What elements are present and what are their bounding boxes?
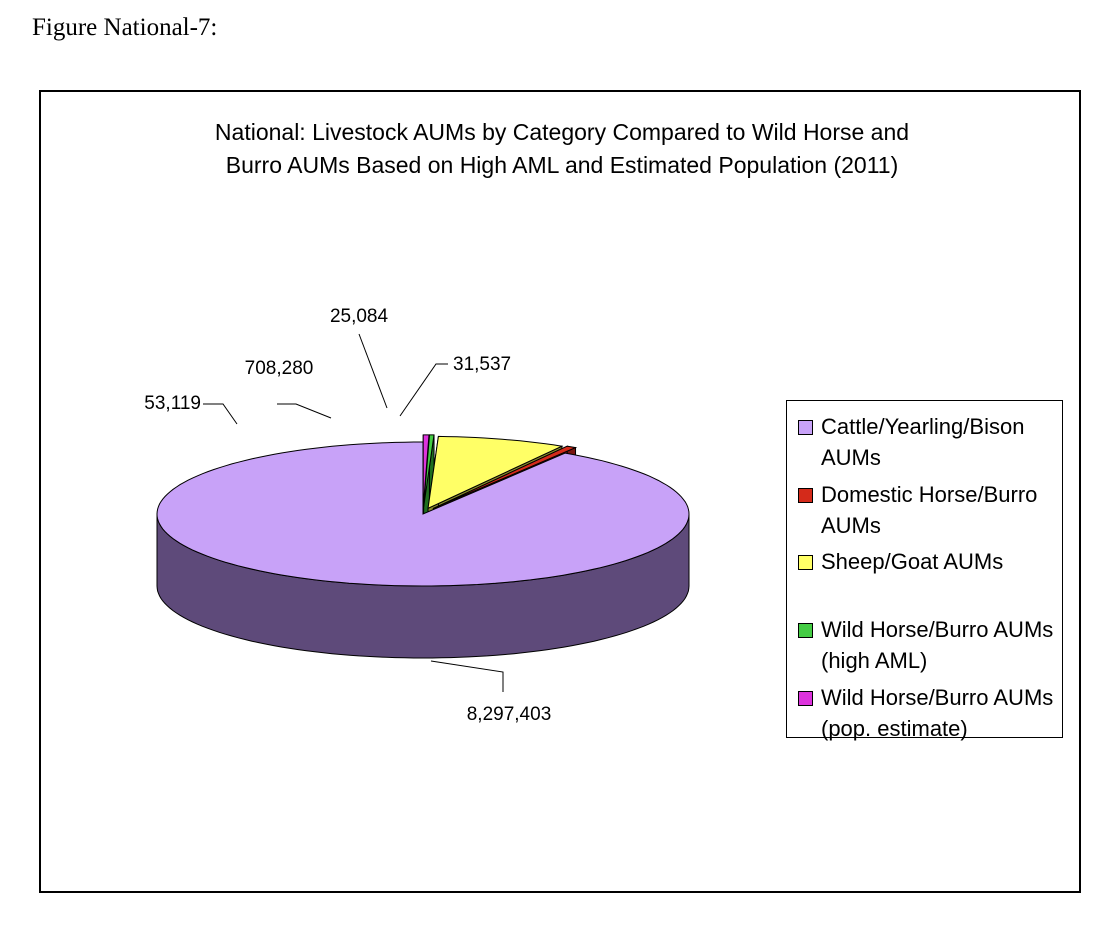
slice-sheep-goat bbox=[427, 435, 564, 510]
data-label-sheep-goat: 708,280 bbox=[245, 358, 314, 379]
leader-line-sheep-goat bbox=[277, 403, 332, 419]
legend-swatch-sheep-goat bbox=[798, 555, 813, 570]
data-label-wild-pop-estimate: 31,537 bbox=[453, 354, 511, 375]
legend-swatch-domestic-horse bbox=[798, 488, 813, 503]
legend-label-wild-high-aml: Wild Horse/Burro AUMs (high AML) bbox=[821, 617, 1054, 673]
slice-wild-pop-estimate bbox=[422, 434, 430, 507]
leader-line-wild-pop-estimate bbox=[399, 363, 448, 417]
chart-title-line-1: National: Livestock AUMs by Category Com… bbox=[214, 119, 910, 145]
legend-label-domestic-horse: Domestic Horse/Burro AUMs bbox=[821, 482, 1038, 538]
data-label-cattle: 8,297,403 bbox=[467, 704, 552, 725]
legend-label-cattle: Cattle/Yearling/Bison AUMs bbox=[821, 414, 1025, 470]
slice-cattle bbox=[156, 441, 690, 587]
slice-domestic-horse bbox=[433, 445, 578, 509]
legend: Cattle/Yearling/Bison AUMs Domestic Hors… bbox=[786, 400, 1063, 741]
leader-line-cattle bbox=[430, 660, 504, 692]
chart-title-line-2: Burro AUMs Based on High AML and Estimat… bbox=[225, 152, 899, 178]
data-label-domestic-horse: 53,119 bbox=[144, 393, 201, 414]
leader-line-domestic-horse bbox=[203, 403, 238, 425]
pie-tops bbox=[156, 434, 690, 587]
chart-title: National: Livestock AUMs by Category Com… bbox=[41, 116, 1083, 182]
legend-swatch-cattle bbox=[798, 420, 813, 435]
legend-label-wild-pop-estimate: Wild Horse/Burro AUMs (pop. estimate) bbox=[821, 685, 1054, 741]
legend-swatch-wild-pop-estimate bbox=[798, 691, 813, 706]
data-label-wild-high-aml: 25,084 bbox=[330, 306, 389, 327]
pie-chart: 8,297,403 53,119 708,280 25,084 31,537 bbox=[144, 306, 690, 725]
legend-swatch-wild-high-aml bbox=[798, 623, 813, 638]
chart-frame: National: Livestock AUMs by Category Com… bbox=[39, 90, 1081, 893]
pie-labels: 8,297,403 53,119 708,280 25,084 31,537 bbox=[144, 306, 551, 725]
legend-label-sheep-goat: Sheep/Goat AUMs bbox=[821, 549, 1004, 574]
leader-line-wild-high-aml bbox=[358, 333, 388, 409]
figure-caption: Figure National-7: bbox=[32, 14, 218, 41]
